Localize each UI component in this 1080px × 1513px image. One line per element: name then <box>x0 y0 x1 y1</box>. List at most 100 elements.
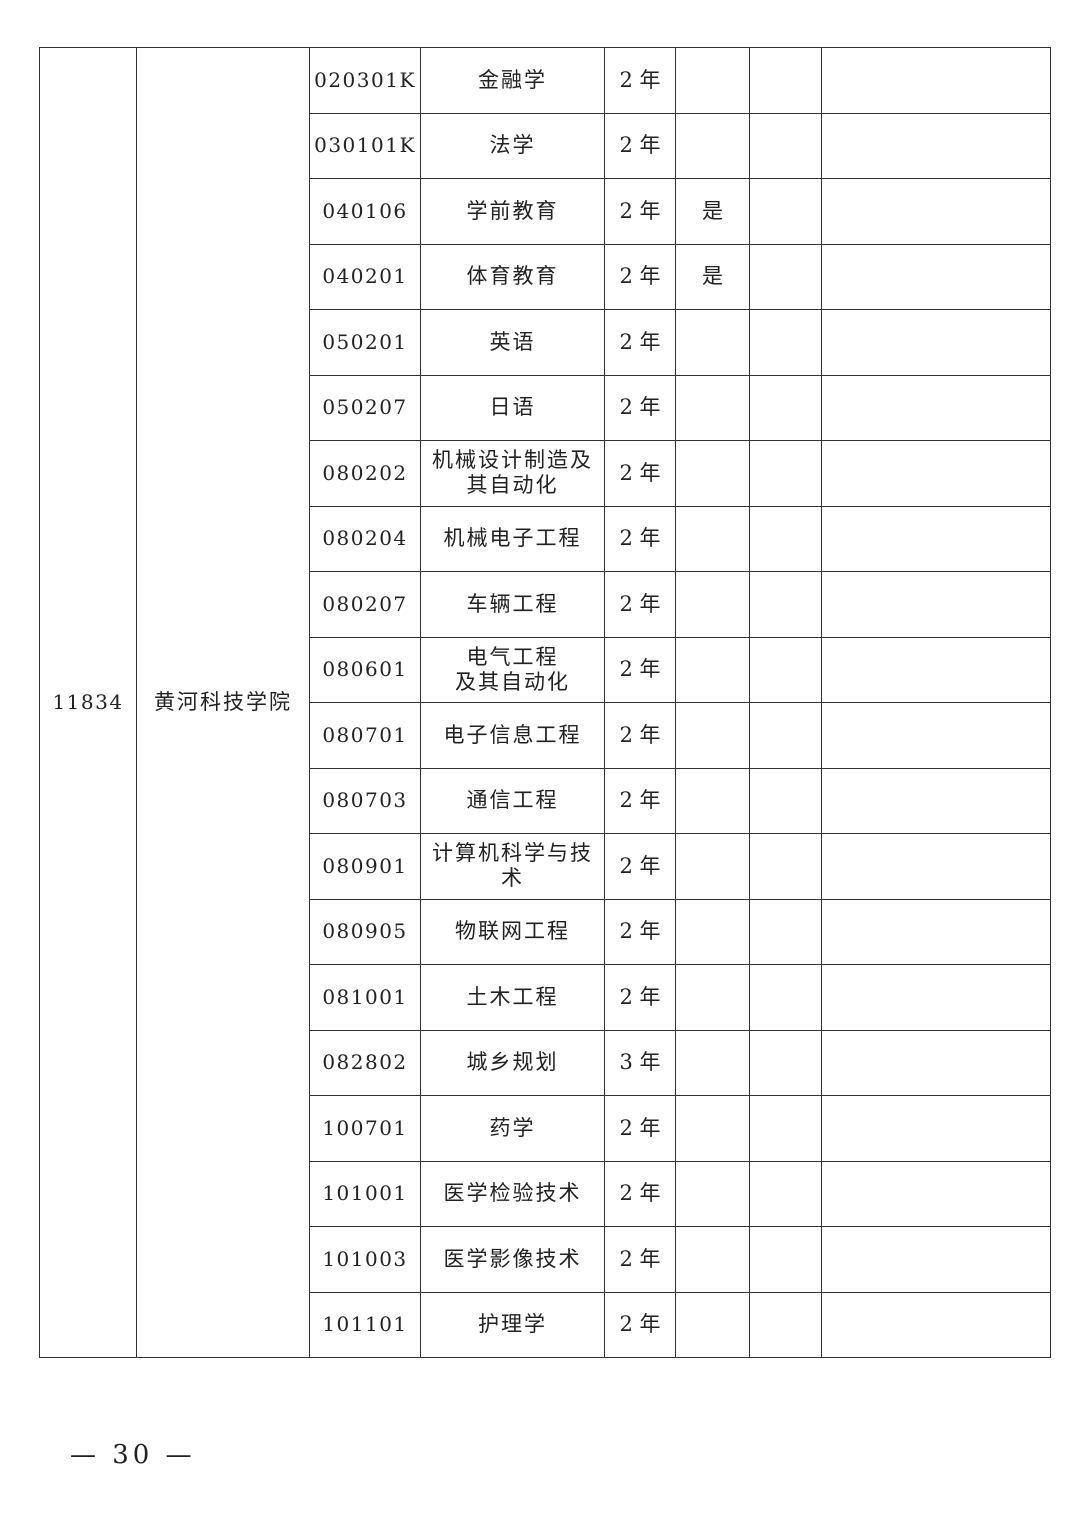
flag-cell <box>675 898 750 965</box>
flag-cell: 是 <box>675 243 750 310</box>
major-name: 药学 <box>420 1095 605 1162</box>
empty-cell <box>749 1226 822 1293</box>
remarks-cell <box>821 112 1051 179</box>
majors-table: 11834 黄河科技学院 020301K 金融学 2 年 030101K 法学 2 年 0401… <box>39 47 1051 1358</box>
major-code: 080701 <box>309 702 421 769</box>
table-row: 050201 英语 2 年 <box>40 309 1051 376</box>
study-years: 2 年 <box>604 112 676 179</box>
study-years: 2 年 <box>604 1226 676 1293</box>
remarks-cell <box>821 571 1051 638</box>
major-code: 101101 <box>309 1291 421 1358</box>
major-code: 080207 <box>309 571 421 638</box>
empty-cell <box>749 178 822 245</box>
table-row: 040201 体育教育 2 年是 <box>40 243 1051 310</box>
remarks-cell <box>821 1291 1051 1358</box>
major-name: 医学检验技术 <box>420 1160 605 1227</box>
flag-cell <box>675 47 750 114</box>
page-number: — 30 — <box>70 1440 196 1470</box>
table-row: 080701 电子信息工程 2 年 <box>40 702 1051 769</box>
major-name: 学前教育 <box>420 178 605 245</box>
study-years: 2 年 <box>604 309 676 376</box>
remarks-cell <box>821 833 1051 900</box>
empty-cell <box>749 636 822 703</box>
remarks-cell <box>821 243 1051 310</box>
empty-cell <box>749 47 822 114</box>
empty-cell <box>749 833 822 900</box>
flag-cell <box>675 571 750 638</box>
institution-name: 黄河科技学院 <box>136 47 310 1358</box>
remarks-cell <box>821 440 1051 507</box>
major-name: 护理学 <box>420 1291 605 1358</box>
major-code: 040201 <box>309 243 421 310</box>
flag-cell <box>675 440 750 507</box>
study-years: 2 年 <box>604 505 676 572</box>
empty-cell <box>749 112 822 179</box>
flag-cell <box>675 964 750 1031</box>
flag-cell <box>675 112 750 179</box>
major-code: 080703 <box>309 767 421 834</box>
remarks-cell <box>821 898 1051 965</box>
study-years: 2 年 <box>604 1095 676 1162</box>
major-name: 英语 <box>420 309 605 376</box>
table-row: 050207 日语 2 年 <box>40 374 1051 441</box>
major-code: 081001 <box>309 964 421 1031</box>
empty-cell <box>749 1160 822 1227</box>
empty-cell <box>749 505 822 572</box>
major-code: 100701 <box>309 1095 421 1162</box>
empty-cell <box>749 309 822 376</box>
flag-cell: 是 <box>675 178 750 245</box>
remarks-cell <box>821 309 1051 376</box>
major-code: 101003 <box>309 1226 421 1293</box>
table-row: 11834 黄河科技学院 020301K 金融学 2 年 <box>39 47 1051 1358</box>
major-name: 城乡规划 <box>420 1029 605 1096</box>
major-code: 080905 <box>309 898 421 965</box>
major-code: 050207 <box>309 374 421 441</box>
major-code: 080202 <box>309 440 421 507</box>
study-years: 2 年 <box>604 898 676 965</box>
empty-cell <box>749 440 822 507</box>
study-years: 2 年 <box>604 1160 676 1227</box>
remarks-cell <box>821 178 1051 245</box>
major-name: 金融学 <box>420 47 605 114</box>
remarks-cell <box>821 1226 1051 1293</box>
flag-cell <box>675 636 750 703</box>
table-row: 081001 土木工程 2 年 <box>40 964 1051 1031</box>
empty-cell <box>749 898 822 965</box>
major-name: 车辆工程 <box>420 571 605 638</box>
flag-cell <box>675 374 750 441</box>
major-name: 日语 <box>420 374 605 441</box>
flag-cell <box>675 767 750 834</box>
flag-cell <box>675 1226 750 1293</box>
study-years: 2 年 <box>604 833 676 900</box>
remarks-cell <box>821 1160 1051 1227</box>
table-row: 080703 通信工程 2 年 <box>40 767 1051 834</box>
remarks-cell <box>821 636 1051 703</box>
major-code: 080901 <box>309 833 421 900</box>
major-code: 080601 <box>309 636 421 703</box>
table-row: 082802 城乡规划 3 年 <box>40 1029 1051 1096</box>
major-name: 电子信息工程 <box>420 702 605 769</box>
remarks-cell <box>821 767 1051 834</box>
table-row: 040106 学前教育 2 年是 <box>40 178 1051 245</box>
empty-cell <box>749 1291 822 1358</box>
study-years: 2 年 <box>604 767 676 834</box>
empty-cell <box>749 374 822 441</box>
study-years: 2 年 <box>604 178 676 245</box>
flag-cell <box>675 1160 750 1227</box>
major-name: 电气工程 及其自动化 <box>420 636 605 703</box>
major-name: 机械设计制造及 其自动化 <box>420 440 605 507</box>
table-row: 101003 医学影像技术 2 年 <box>40 1226 1051 1293</box>
flag-cell <box>675 1029 750 1096</box>
remarks-cell <box>821 1029 1051 1096</box>
remarks-cell <box>821 374 1051 441</box>
empty-cell <box>749 702 822 769</box>
major-name: 土木工程 <box>420 964 605 1031</box>
remarks-cell <box>821 47 1051 114</box>
table-row: 101001 医学检验技术 2 年 <box>40 1160 1051 1227</box>
major-name: 体育教育 <box>420 243 605 310</box>
table-row: 080901 计算机科学与技术 2 年 <box>40 833 1051 900</box>
remarks-cell <box>821 964 1051 1031</box>
major-code: 020301K <box>309 47 421 114</box>
study-years: 2 年 <box>604 243 676 310</box>
empty-cell <box>749 571 822 638</box>
